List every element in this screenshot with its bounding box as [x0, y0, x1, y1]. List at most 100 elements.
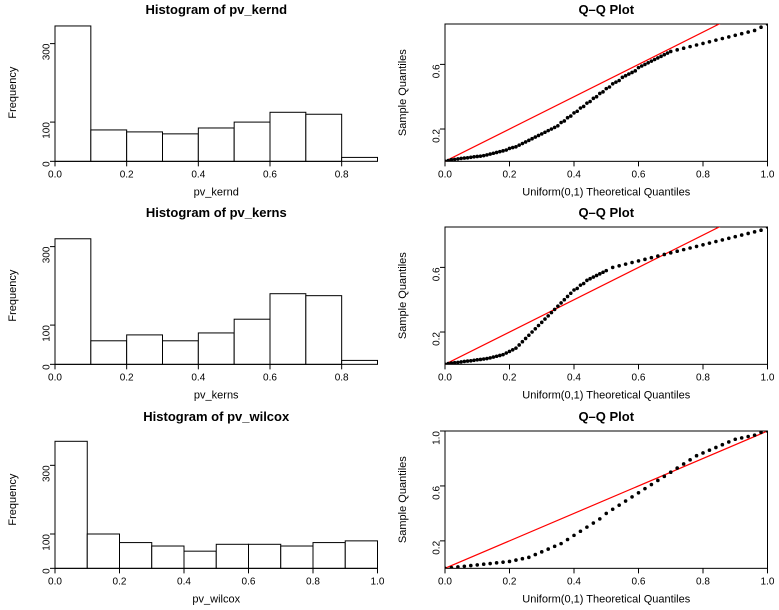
x-tick-label: 0.0	[438, 373, 452, 384]
qq-point	[456, 361, 460, 365]
qq-point	[681, 46, 685, 50]
qq-point	[598, 272, 602, 276]
qq-point	[481, 154, 485, 158]
qq-point	[568, 114, 572, 118]
x-tick-label: 0.0	[438, 576, 452, 587]
x-tick-label: 1.0	[760, 576, 774, 587]
x-tick-label: 0.2	[113, 576, 127, 587]
histogram-bar	[91, 130, 127, 161]
hist_wilcox-panel: Histogram of pv_wilcox0.00.20.40.60.81.0…	[0, 407, 390, 610]
qq-point	[498, 150, 502, 154]
qq-point	[627, 72, 631, 76]
histogram-bar	[345, 541, 377, 568]
qq-point	[701, 42, 705, 46]
x-tick-label: 0.6	[242, 576, 256, 587]
hist_kernd-svg: Histogram of pv_kernd0.00.20.40.60.80100…	[0, 0, 390, 203]
qq-point	[469, 563, 473, 567]
histogram-bar	[270, 294, 306, 365]
y-tick-label: 300	[42, 43, 53, 60]
x-tick-label: 0.2	[502, 169, 516, 180]
qq-point	[636, 491, 640, 495]
x-tick-label: 0.4	[567, 576, 581, 587]
histogram-bar	[306, 296, 342, 365]
qq-point	[607, 85, 611, 89]
histogram-bar	[87, 534, 119, 568]
qq-point	[623, 74, 627, 78]
qq-point	[472, 359, 476, 363]
qq-point	[585, 279, 589, 283]
qq-point	[701, 243, 705, 247]
qq-point	[759, 430, 763, 434]
qq-point	[533, 552, 537, 556]
qq-point	[565, 537, 569, 541]
qq-point	[549, 127, 553, 131]
qq-point	[478, 154, 482, 158]
qq-point	[681, 248, 685, 252]
qq-point	[527, 334, 531, 338]
qq-point	[720, 443, 724, 447]
qq-point	[588, 100, 592, 104]
qq-point	[668, 251, 672, 255]
qq-point	[546, 547, 550, 551]
qq-point	[765, 226, 769, 230]
x-tick-label: 0.6	[631, 169, 645, 180]
y-tick-label: 0	[42, 568, 53, 574]
y-tick-label: 1.0	[431, 430, 442, 444]
qq-point	[610, 266, 614, 270]
qq-point	[527, 555, 531, 559]
qq-point	[481, 562, 485, 566]
qq-point	[549, 311, 553, 315]
y-axis-label: Frequency	[7, 473, 19, 525]
x-tick-label: 0.4	[191, 169, 205, 180]
qq-point	[585, 101, 589, 105]
qq-point	[623, 263, 627, 267]
qq-point	[568, 292, 572, 296]
qq-point	[688, 247, 692, 251]
qq-point	[520, 340, 524, 344]
qq-point	[504, 148, 508, 152]
x-tick-label: 0.6	[263, 373, 277, 384]
x-tick-label: 0.8	[696, 169, 710, 180]
qq-point	[501, 560, 505, 564]
y-tick-label: 100	[42, 122, 53, 139]
qq-point	[520, 142, 524, 146]
y-tick-label: 0	[42, 161, 53, 167]
qq-point	[739, 32, 743, 36]
qq-point	[714, 240, 718, 244]
histogram-bar	[127, 335, 163, 364]
x-tick-label: 0.6	[631, 576, 645, 587]
histogram-bar	[91, 341, 127, 365]
chart-title: Histogram of pv_kerns	[146, 205, 287, 220]
qq-point	[765, 429, 769, 433]
qq-point	[578, 529, 582, 533]
histogram-bar	[184, 551, 216, 568]
qq-point	[591, 276, 595, 280]
qq-point	[485, 153, 489, 157]
y-axis-label: Sample Quantiles	[397, 252, 409, 339]
qq-point	[694, 43, 698, 47]
x-tick-label: 0.4	[567, 169, 581, 180]
qq-point	[552, 308, 556, 312]
qq-point	[469, 155, 473, 159]
qq-point	[652, 58, 656, 62]
qq-point	[601, 90, 605, 94]
qq-point	[588, 277, 592, 281]
qq-point	[630, 71, 634, 75]
qq-point	[733, 235, 737, 239]
qq-point	[462, 156, 466, 160]
qq-point	[488, 561, 492, 565]
qq-point	[636, 259, 640, 263]
y-tick-label: 0.2	[431, 540, 442, 554]
x-tick-label: 0.6	[263, 169, 277, 180]
qq-point	[462, 564, 466, 568]
qq-point	[575, 109, 579, 113]
qq-point	[720, 238, 724, 242]
histogram-bar	[163, 134, 199, 161]
chart-title: Q–Q Plot	[578, 2, 634, 17]
qq-point	[504, 352, 508, 356]
histogram-bar	[234, 122, 270, 161]
qq-point	[601, 271, 605, 275]
qq-point	[630, 495, 634, 499]
qq-point	[507, 147, 511, 151]
x-tick-label: 0.4	[567, 373, 581, 384]
